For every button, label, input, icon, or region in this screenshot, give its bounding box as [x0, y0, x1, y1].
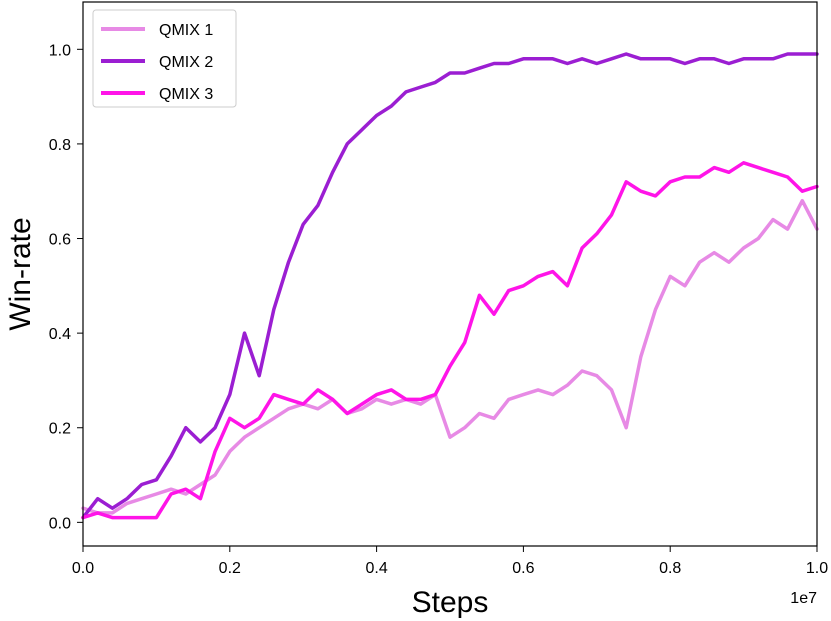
y-tick-label: 0.4 [49, 326, 71, 343]
series-lines [81, 52, 819, 520]
x-tick-label: 0.6 [512, 560, 534, 577]
legend-label-1: QMIX 1 [159, 22, 213, 39]
x-tick-label: 0.0 [72, 560, 94, 577]
legend-label-3: QMIX 3 [159, 86, 213, 103]
x-tick-label: 0.4 [365, 560, 387, 577]
plot-area-frame [82, 1, 818, 547]
y-tick-label: 1.0 [49, 42, 71, 59]
y-tick-label: 0.2 [49, 421, 71, 438]
y-tick-label: 0.8 [49, 137, 71, 154]
x-tick-label: 0.2 [219, 560, 241, 577]
x-tick-label: 0.8 [659, 560, 681, 577]
legend-items: QMIX 1 QMIX 2 QMIX 3 [101, 22, 213, 103]
y-axis-ticks: 0.0 0.2 0.4 0.6 0.8 1.0 [49, 42, 83, 532]
series-line-2 [81, 52, 819, 520]
legend-box [92, 9, 237, 108]
y-tick-label: 0.0 [49, 515, 71, 532]
x-axis-scale-label: 1e7 [790, 590, 817, 607]
y-axis-label: Win-rate [4, 217, 37, 330]
legend-label-2: QMIX 2 [159, 54, 213, 71]
legend: QMIX 1 QMIX 2 QMIX 3 [92, 9, 237, 108]
y-tick-label: 0.6 [49, 232, 71, 249]
x-axis-ticks: 0.0 0.2 0.4 0.6 0.8 1.0 [72, 546, 828, 577]
x-tick-label: 1.0 [806, 560, 828, 577]
series-line-3 [81, 161, 819, 520]
x-axis-label: Steps [412, 586, 489, 619]
